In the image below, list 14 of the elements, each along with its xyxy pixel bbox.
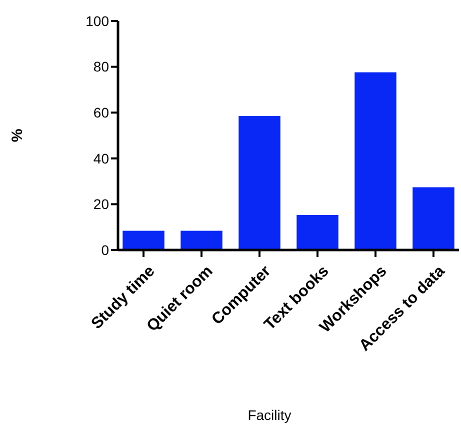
y-tick-label: 100 xyxy=(86,12,110,29)
bar xyxy=(412,187,454,250)
y-tick-label: 20 xyxy=(93,196,110,212)
bar xyxy=(354,72,396,250)
y-tick-label: 0 xyxy=(101,242,110,258)
y-tick-label: 40 xyxy=(93,150,110,166)
bar xyxy=(180,230,222,250)
y-tick-label: 60 xyxy=(93,104,110,120)
bar xyxy=(296,214,338,250)
bar xyxy=(122,230,164,250)
x-axis-title: Facility xyxy=(248,407,292,423)
y-axis-title: % xyxy=(9,128,26,142)
y-tick-label: 80 xyxy=(93,58,110,75)
bar xyxy=(238,116,280,250)
